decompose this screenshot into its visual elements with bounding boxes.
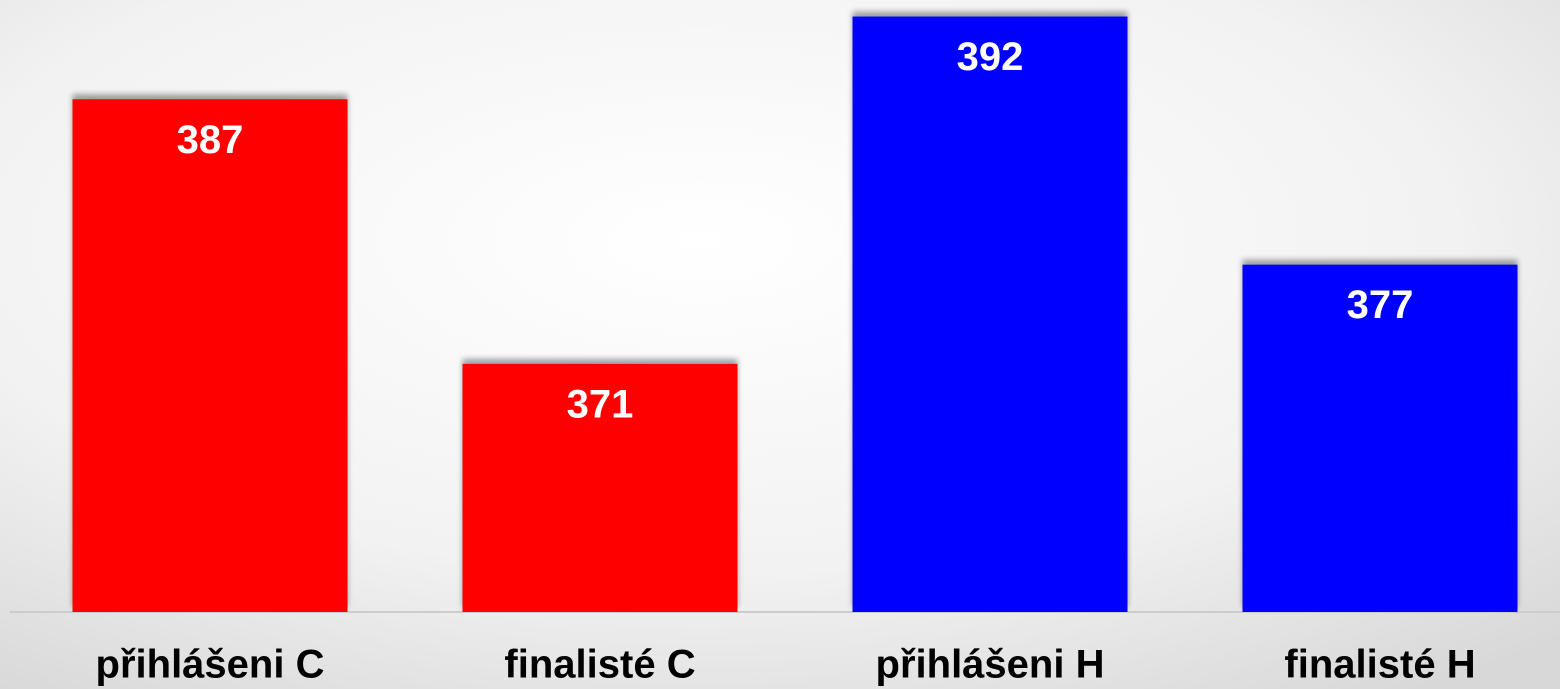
- x-tick-label: přihlášeni H: [876, 643, 1105, 687]
- value-label: 387: [177, 118, 244, 162]
- x-tick-label: přihlášeni C: [96, 643, 325, 687]
- x-tick-label: finalisté C: [504, 643, 695, 687]
- value-label: 377: [1347, 283, 1414, 327]
- bar: [462, 363, 738, 612]
- bar: [852, 16, 1128, 613]
- bar: [72, 99, 348, 613]
- x-tick-label: finalisté H: [1284, 643, 1475, 687]
- value-label: 392: [957, 35, 1024, 79]
- value-label: 371: [567, 382, 634, 426]
- bar: [1242, 264, 1518, 612]
